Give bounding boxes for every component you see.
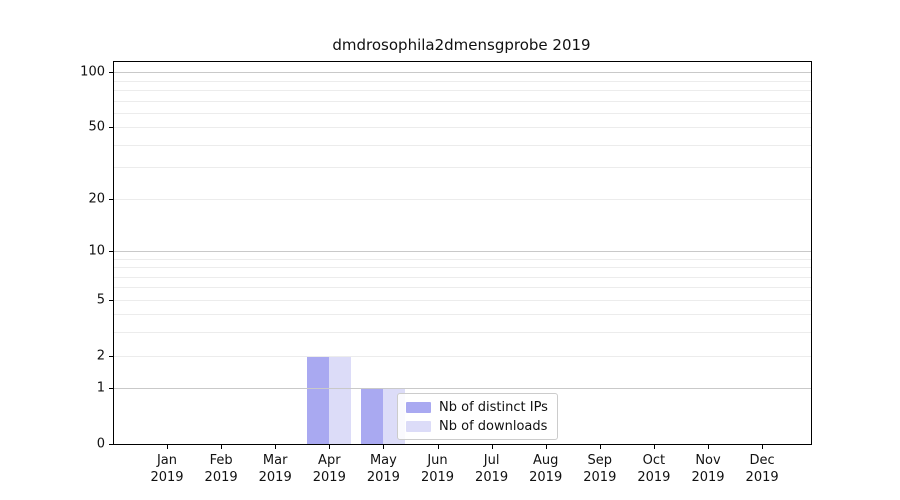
x-tick-mark [221,444,223,449]
x-tick-label: Oct 2019 [637,453,671,485]
legend-label-distinct-ips: Nb of distinct IPs [439,399,548,415]
gridline-minor [114,299,811,301]
y-tick-label: 50 [88,119,105,135]
x-tick-mark [275,444,277,449]
x-tick-mark [708,444,709,449]
y-tick-label: 100 [80,64,105,80]
x-tick-mark [167,444,168,449]
gridline-minor [114,90,811,91]
gridline-minor [114,355,811,357]
gridline-minor [114,127,811,129]
y-tick-mark [109,198,114,200]
gridline-minor [114,276,811,278]
gridline-minor [114,314,811,316]
x-tick-label: Apr 2019 [312,453,346,485]
gridline-minor [114,144,811,146]
x-tick-label: Jun 2019 [420,453,455,485]
gridline-major [114,250,811,252]
gridline-minor [114,267,811,268]
x-tick-label: Jan 2019 [150,453,184,485]
x-tick-mark [329,444,331,449]
x-tick-mark [491,444,493,449]
y-tick-mark [109,127,114,129]
bar-distinct-ips [361,388,384,444]
y-tick-label: 10 [88,243,105,259]
y-tick-mark [109,299,114,301]
y-tick-mark [109,250,114,252]
bar-downloads [329,355,352,444]
bar-distinct-ips [307,355,330,444]
x-tick-label: Feb 2019 [204,453,238,485]
y-tick-label: 2 [96,348,105,363]
x-tick-label: Nov 2019 [691,453,725,485]
gridline-minor [114,167,811,169]
legend-item-distinct-ips: Nb of distinct IPs [406,399,548,415]
gridline-minor [114,332,811,334]
y-tick-mark [109,444,114,445]
legend-swatch-downloads [406,420,431,432]
legend-label-downloads: Nb of downloads [439,418,548,434]
gridline-minor [114,198,811,200]
x-tick-mark [545,444,547,449]
y-tick-label: 5 [96,292,105,308]
x-tick-mark [599,444,601,449]
legend-item-downloads: Nb of downloads [406,418,548,434]
x-tick-mark [437,444,439,449]
x-tick-label: Sep 2019 [583,453,617,485]
gridline-minor [114,258,811,260]
x-tick-label: Jul 2019 [475,453,509,485]
gridline-minor [114,100,811,102]
x-tick-mark [383,444,385,449]
chart-title: dmdrosophila2dmensgprobe 2019 [332,36,591,54]
gridline-major [114,72,811,74]
gridline-minor [114,80,811,82]
legend-swatch-distinct-ips [406,401,431,413]
x-tick-label: Dec 2019 [745,453,779,485]
plot-area: 0 1 2 5 10 20 50 100 Jan 2019 Feb 2019 Mar 2019 Apr 20… [80,61,812,485]
y-tick-label: 20 [88,191,105,207]
gridline-minor [114,287,811,289]
legend: Nb of distinct IPs Nb of downloads [397,393,558,440]
x-tick-mark [653,444,655,449]
y-tick-label: 1 [96,380,105,396]
y-tick-label: 0 [96,436,105,452]
y-tick-mark [109,72,114,74]
x-tick-label: Aug 2019 [529,453,563,485]
gridline-minor [114,112,811,114]
y-tick-mark [109,355,114,357]
y-tick-mark [109,388,114,390]
gridline-major [114,388,811,390]
x-tick-label: May 2019 [366,453,400,485]
x-tick-mark [762,444,764,449]
x-tick-label: Mar 2019 [258,453,292,485]
